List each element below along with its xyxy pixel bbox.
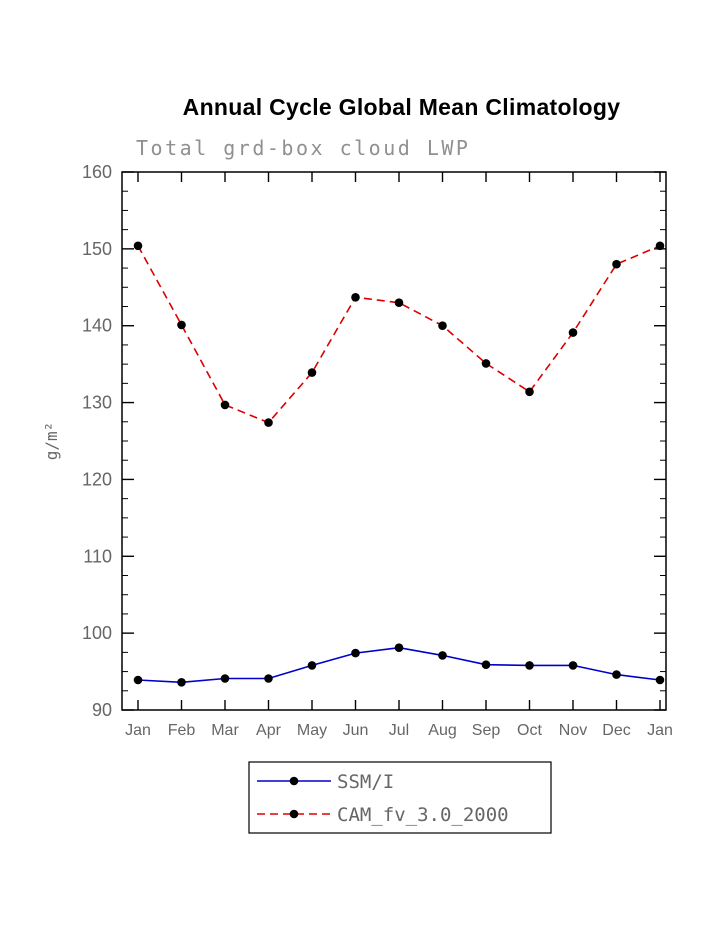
legend-label: SSM/I — [337, 771, 394, 793]
y-tick-label: 160 — [82, 162, 112, 182]
x-tick-label: Dec — [602, 722, 630, 739]
data-point — [655, 675, 665, 685]
data-point — [612, 670, 621, 679]
data-point — [177, 678, 186, 687]
data-point — [264, 674, 273, 683]
y-tick-label: 100 — [82, 623, 112, 643]
x-tick-label: May — [297, 722, 327, 739]
x-tick-label: Nov — [559, 722, 587, 739]
x-tick-label: Jul — [389, 722, 409, 739]
data-point — [394, 643, 404, 652]
data-point — [351, 648, 360, 658]
x-tick-label: Oct — [517, 722, 542, 739]
x-axis-ticks: Jan Feb Mar Apr May Jun Jul Aug Sep Oct Nov Dec Jan — [125, 172, 673, 739]
data-point — [568, 328, 578, 337]
data-point — [133, 241, 143, 251]
data-point — [481, 359, 491, 368]
x-tick-label: Jan — [647, 722, 673, 739]
x-tick-label: Apr — [256, 722, 282, 739]
data-point — [264, 418, 273, 427]
x-tick-label: Aug — [428, 722, 456, 739]
y-tick-label: 110 — [83, 546, 112, 566]
data-point — [220, 674, 230, 683]
data-point — [481, 660, 491, 669]
data-point — [568, 661, 578, 670]
data-point — [438, 321, 447, 331]
data-point — [351, 293, 360, 302]
data-point — [525, 387, 534, 397]
data-point — [525, 661, 534, 670]
data-point — [612, 259, 621, 269]
chart-subtitle: Total grd-box cloud LWP — [136, 136, 471, 160]
data-point — [307, 368, 317, 377]
y-tick-label: 90 — [92, 700, 112, 720]
series-ssmi — [133, 643, 665, 687]
x-tick-label: Sep — [472, 722, 501, 739]
y-axis-label: g/m² — [42, 422, 61, 461]
data-point — [177, 320, 186, 330]
data-point — [438, 651, 447, 660]
series-cam — [133, 241, 665, 427]
data-point — [220, 400, 230, 410]
y-tick-label: 140 — [82, 316, 112, 336]
data-point — [394, 298, 404, 308]
x-tick-label: Mar — [211, 722, 239, 739]
y-tick-label: 130 — [82, 393, 112, 413]
chart-title: Annual Cycle Global Mean Climatology — [182, 94, 621, 120]
y-axis-ticks: 90 100 110 120 130 140 150 160 — [82, 162, 666, 720]
data-point — [307, 661, 317, 670]
axis-box — [121, 171, 667, 711]
data-point — [655, 241, 665, 251]
legend: SSM/I CAM_fv_3.0_2000 — [248, 761, 552, 834]
x-tick-label: Jan — [125, 722, 151, 739]
y-tick-label: 150 — [82, 239, 112, 259]
legend-label: CAM_fv_3.0_2000 — [337, 804, 509, 826]
x-tick-label: Jun — [343, 722, 369, 739]
y-tick-label: 120 — [82, 469, 112, 489]
x-tick-label: Feb — [168, 722, 196, 739]
data-point — [133, 675, 143, 685]
